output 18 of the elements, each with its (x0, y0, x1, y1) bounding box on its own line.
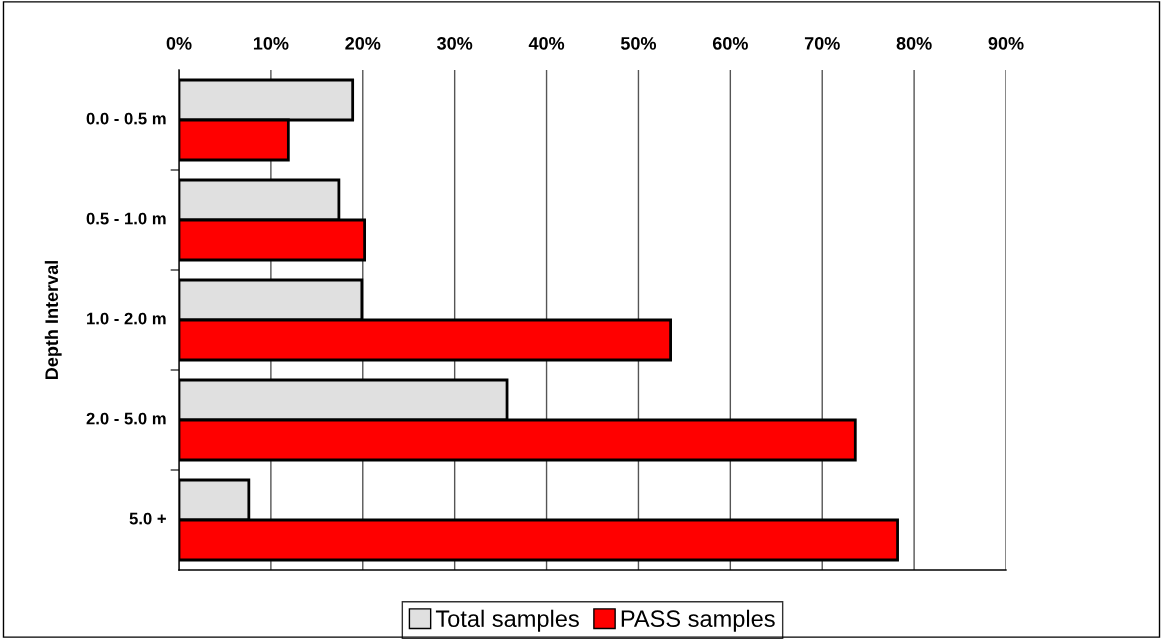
y-tick-label: 1.0 - 2.0 m (87, 312, 166, 325)
y-tick-label: 0.5 - 1.0 m (86, 212, 166, 225)
x-tick-label: 30% (437, 36, 473, 50)
legend-label: Total samples (435, 609, 579, 632)
x-tick-label: 10% (253, 36, 289, 50)
legend-label: PASS samples (621, 609, 775, 632)
y-tick-label: 2.0 - 5.0 m (86, 412, 166, 425)
x-tick-label: 50% (620, 36, 657, 50)
x-tick-label: 40% (528, 36, 565, 50)
x-tick-label: 0% (166, 36, 192, 50)
x-tick-label: 80% (896, 36, 932, 50)
x-tick-label: 90% (988, 36, 1024, 50)
y-tick-label: 5.0 + (129, 512, 166, 525)
x-tick-label: 20% (345, 36, 381, 50)
y-tick-label: 0.0 - 0.5 m (86, 112, 166, 125)
x-tick-label: 70% (804, 36, 840, 50)
y-axis-title: Depth Interval (44, 261, 62, 379)
x-tick-label: 60% (712, 36, 748, 50)
